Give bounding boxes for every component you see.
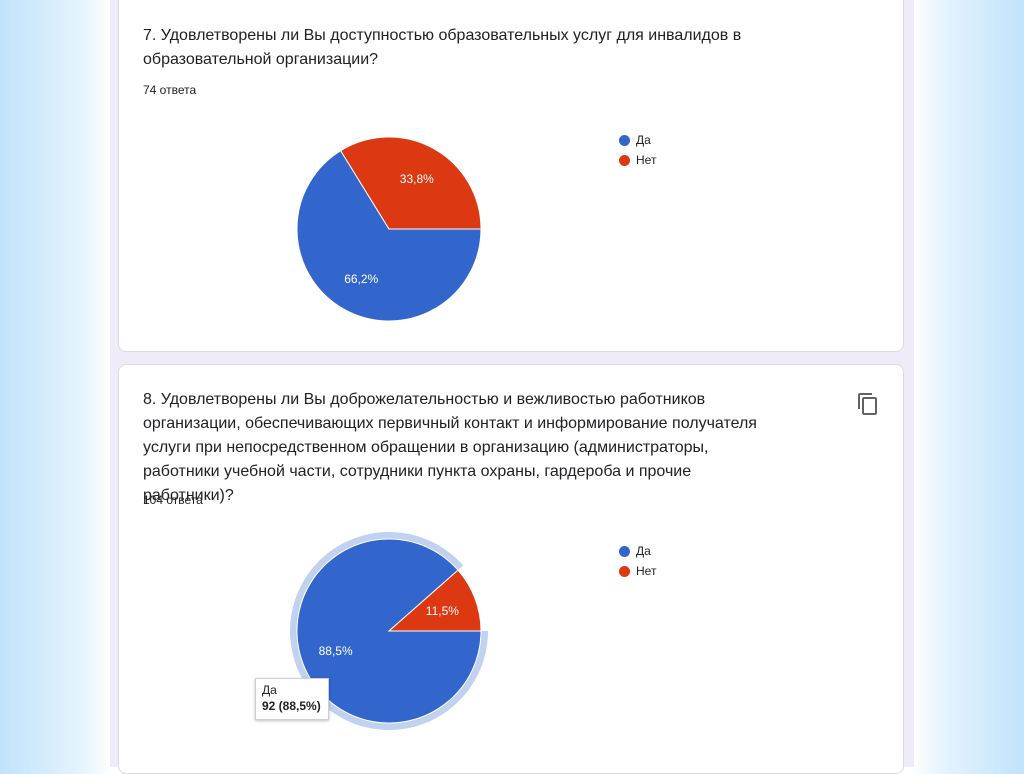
legend-item-da[interactable]: Да: [619, 541, 656, 561]
chart-legend: Да Нет: [619, 130, 656, 170]
question-card-8: 8. Удовлетворены ли Вы доброжелательност…: [118, 364, 904, 774]
form-results-frame: 7. Удовлетворены ли Вы доступностью обра…: [110, 0, 914, 774]
question-card-7: 7. Удовлетворены ли Вы доступностью обра…: [118, 0, 904, 352]
pie-slice-da[interactable]: [296, 150, 482, 322]
response-count: 104 ответа: [143, 493, 203, 507]
chart-tooltip: Да 92 (88,5%): [255, 678, 329, 720]
legend-label: Да: [636, 133, 651, 147]
legend-label: Нет: [636, 153, 657, 167]
question-title: 8. Удовлетворены ли Вы доброжелательност…: [143, 391, 757, 504]
tooltip-value: 92 (88,5%): [262, 699, 321, 713]
pie-slice-label: 66,2%: [344, 272, 378, 286]
question-title: 7. Удовлетворены ли Вы доступностью обра…: [143, 27, 742, 68]
pie-slice-label: 33,8%: [400, 172, 434, 186]
legend-item-net[interactable]: Нет: [619, 150, 656, 170]
copy-icon[interactable]: [856, 392, 880, 416]
pie-chart[interactable]: 88,5% 11,5%: [289, 531, 489, 731]
pie-slice-label: 88,5%: [319, 644, 353, 658]
response-count: 74 ответа: [143, 83, 197, 97]
pie-slice-label: 11,5%: [426, 604, 459, 618]
pie-slice-net[interactable]: [387, 569, 482, 632]
chart-legend: Да Нет: [619, 541, 656, 581]
legend-swatch: [619, 565, 630, 577]
legend-label: Да: [636, 544, 651, 558]
legend-swatch: [619, 154, 630, 166]
legend-swatch: [619, 134, 630, 146]
legend-item-da[interactable]: Да: [619, 130, 656, 150]
legend-item-net[interactable]: Нет: [619, 561, 656, 581]
pie-chart[interactable]: 66,2% 33,8%: [289, 129, 489, 329]
legend-label: Нет: [636, 564, 657, 578]
tooltip-label: Да: [262, 683, 277, 697]
legend-swatch: [619, 545, 630, 557]
pie-slice-net[interactable]: [339, 136, 482, 230]
